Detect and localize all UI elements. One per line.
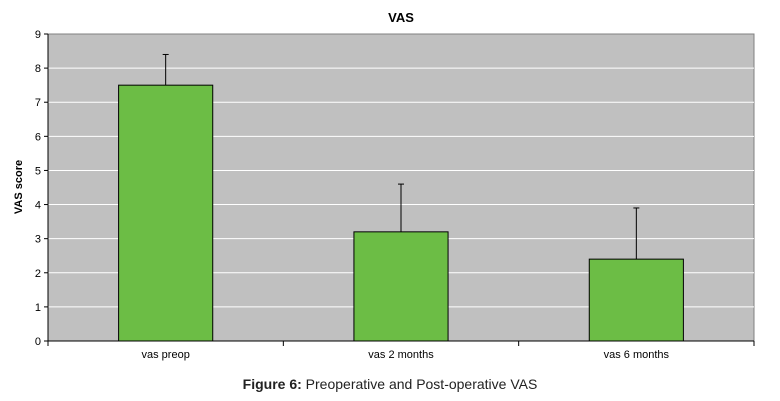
bar <box>353 231 449 342</box>
bars <box>118 84 684 342</box>
figure-label: Figure 6: <box>242 376 302 392</box>
bar <box>588 258 684 342</box>
figure-caption-text: Preoperative and Post-operative VAS <box>301 376 538 392</box>
y-tick-label: 9 <box>35 29 41 41</box>
y-tick-label: 6 <box>35 131 41 143</box>
y-tick-label: 4 <box>35 200 41 212</box>
x-axis: vas preop vas 2 months vas 6 months <box>47 340 755 361</box>
chart-title: VAS <box>388 10 414 25</box>
error-bars <box>162 53 640 260</box>
y-tick-label: 2 <box>35 268 41 280</box>
y-tick-label: 1 <box>35 302 41 314</box>
bar <box>118 84 214 342</box>
x-tick-label: vas 6 months <box>604 349 670 361</box>
bar-chart: 0 1 2 3 4 5 6 7 8 9 vas preop vas 2 months vas 6 mo… <box>13 10 755 361</box>
figure-caption: Figure 6: Preoperative and Post-operativ… <box>0 376 780 392</box>
y-axis-label: VAS score <box>13 160 25 214</box>
y-tick-label: 8 <box>35 63 41 75</box>
y-tick-label: 7 <box>35 97 41 109</box>
y-axis: 0 1 2 3 4 5 6 7 8 9 <box>35 29 49 348</box>
y-tick-label: 5 <box>35 165 41 177</box>
y-tick-label: 0 <box>35 336 41 348</box>
x-tick-label: vas 2 months <box>368 349 434 361</box>
y-tick-label: 3 <box>35 234 41 246</box>
x-tick-label: vas preop <box>142 349 190 361</box>
